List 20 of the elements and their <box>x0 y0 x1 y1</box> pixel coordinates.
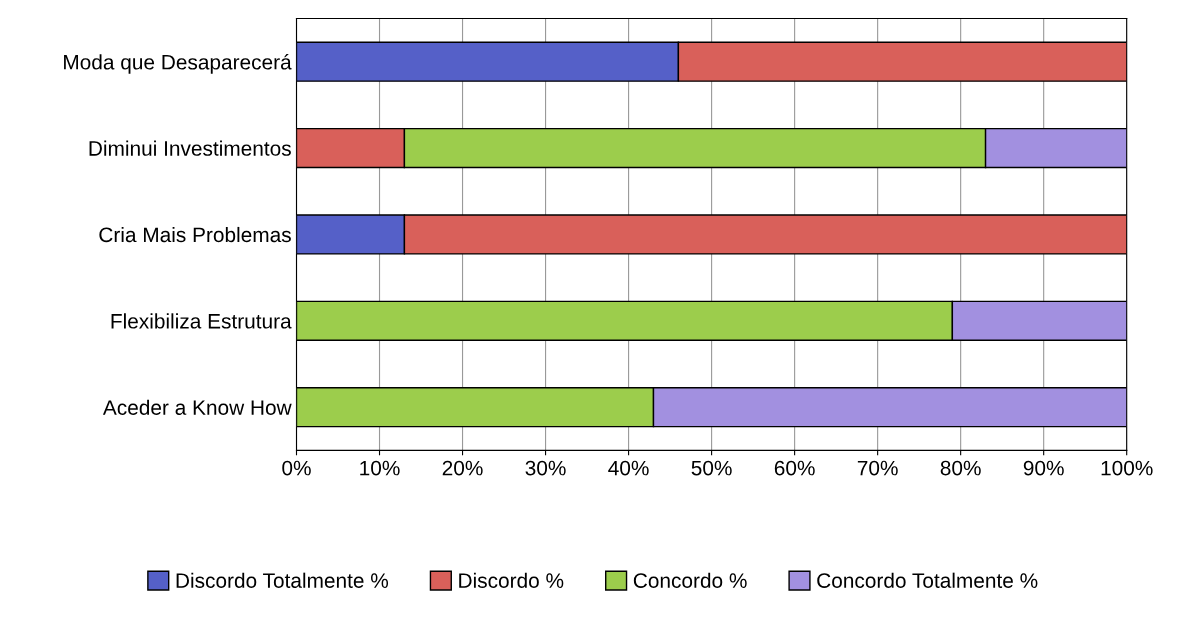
y-tick-label: Cria Mais Problemas <box>99 226 291 243</box>
y-tick-label: Aceder a Know How <box>102 399 292 415</box>
x-tick-label: 80% <box>940 460 981 476</box>
x-tick-label: 90% <box>1023 460 1064 476</box>
x-tick-label: 70% <box>857 460 898 476</box>
x-tick-label: 10% <box>360 460 400 476</box>
y-tick-label: Diminui Investimentos <box>89 140 291 156</box>
x-tick-label: 30% <box>525 460 566 476</box>
legend-label: Concordo Totalmente % <box>817 572 1038 588</box>
y-tick-label: Flexibiliza Estrutura <box>111 313 292 329</box>
legend-label: Discordo Totalmente % <box>176 572 389 588</box>
x-tick-label: 100% <box>1101 460 1153 476</box>
x-tick-label: 40% <box>608 460 649 476</box>
x-tick-label: 20% <box>442 460 483 476</box>
x-tick-label: 60% <box>774 460 815 476</box>
legend-label: Concordo % <box>633 572 747 588</box>
x-tick-label: 50% <box>691 460 732 476</box>
legend-label: Discordo % <box>459 572 564 588</box>
x-tick-label: 0% <box>282 460 311 476</box>
y-tick-label: Moda que Desaparecerá <box>64 54 292 74</box>
